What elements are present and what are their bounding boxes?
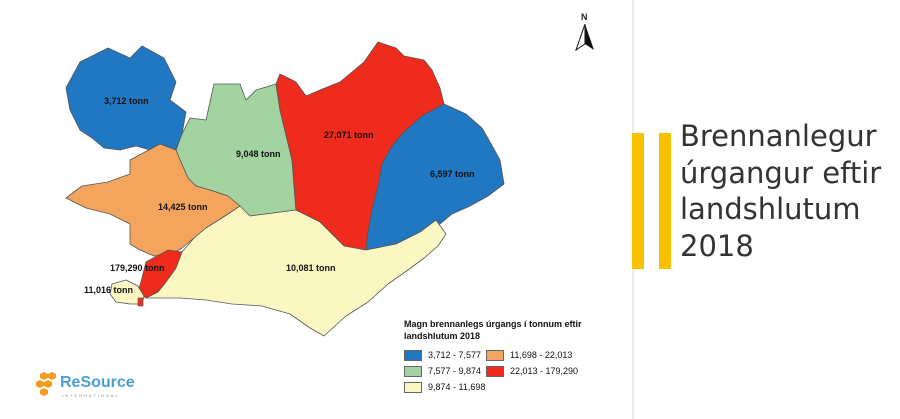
legend-title: Magn brennanlegs úrgangs í tonnum eftir … (404, 319, 582, 341)
hexagon-cluster-icon (36, 372, 56, 396)
legend-swatch (404, 381, 422, 393)
legend-label: 9,874 - 11,698 (428, 382, 486, 392)
legend-label: 22,013 - 179,290 (510, 366, 579, 376)
north-arrow: N (572, 12, 598, 52)
legend-label: 11,698 - 22,013 (510, 350, 573, 360)
legend-item: 22,013 - 179,290 (486, 364, 578, 378)
map-panel: N 3,712 tonn 9,048 tonn 27,071 tonn 6,59… (36, 12, 634, 398)
legend-items: 3,712 - 7,577 7,577 - 9,874 9,874 - 11,6… (404, 348, 634, 396)
slide-title: Brennanlegur úrgangur eftir landshlutum … (680, 119, 882, 263)
region-marker (137, 297, 144, 307)
label-hofudborgarsvaedid: 179,290 tonn (110, 263, 165, 273)
label-sudurnes: 11,016 tonn (84, 285, 134, 295)
label-austurland: 6,597 tonn (430, 169, 475, 179)
legend-item: 9,874 - 11,698 (404, 380, 485, 394)
accent-bar (659, 133, 671, 269)
region-sudurland (145, 205, 447, 337)
label-nordurland-vestra: 9,048 tonn (236, 149, 281, 159)
map-legend: Magn brennanlegs úrgangs í tonnum eftir … (404, 318, 634, 396)
legend-swatch (404, 349, 422, 361)
label-vesturland: 14,425 tonn (158, 202, 208, 212)
legend-label: 7,577 - 9,874 (428, 366, 482, 376)
logo-name: ReSource (60, 374, 135, 391)
iceland-map (65, 41, 505, 337)
logo-subtitle: INTERNATIONAL (62, 393, 120, 398)
label-vestfirdir: 3,712 tonn (104, 96, 149, 106)
legend-swatch (404, 365, 422, 377)
legend-swatch (486, 349, 504, 361)
north-label: N (581, 12, 588, 22)
label-nordurland-eystra: 27,071 tonn (324, 130, 374, 140)
north-arrow-icon (575, 24, 594, 52)
region-vesturland (65, 143, 241, 257)
legend-label: 3,712 - 7,577 (428, 350, 482, 360)
title-panel (634, 0, 900, 419)
label-sudurland: 10,081 tonn (286, 263, 336, 273)
legend-item: 11,698 - 22,013 (486, 348, 572, 362)
accent-bar (632, 133, 644, 269)
legend-swatch (486, 365, 504, 377)
legend-item: 7,577 - 9,874 (404, 364, 481, 378)
legend-item: 3,712 - 7,577 (404, 348, 481, 362)
